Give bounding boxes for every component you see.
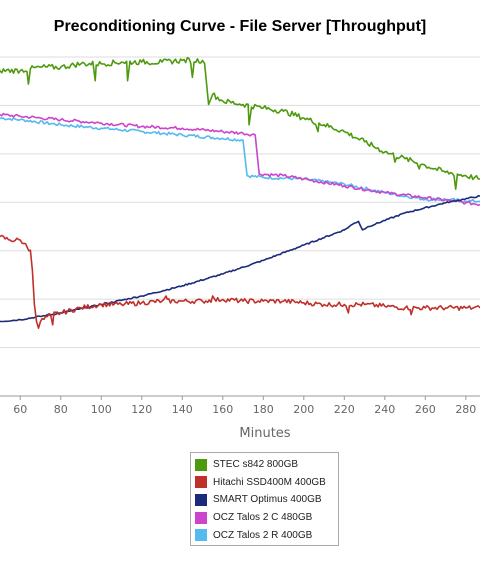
legend-swatch bbox=[195, 476, 207, 489]
x-tick-label: 200 bbox=[293, 403, 314, 416]
chart-title: Preconditioning Curve - File Server [Thr… bbox=[53, 18, 427, 35]
legend-item: STEC s842 800GB bbox=[195, 456, 334, 474]
legend-swatch bbox=[195, 493, 207, 506]
legend-label: Hitachi SSD400M 400GB bbox=[213, 476, 326, 488]
legend-label: STEC s842 800GB bbox=[213, 459, 299, 471]
x-tick-label: 80 bbox=[54, 403, 68, 416]
series-line-ocz-talos-2-r-400gb bbox=[0, 117, 480, 203]
legend: STEC s842 800GB Hitachi SSD400M 400GB SMAR… bbox=[190, 452, 339, 546]
x-tick-label: 160 bbox=[212, 403, 233, 416]
x-tick-label: 240 bbox=[374, 403, 395, 416]
legend-item: OCZ Talos 2 R 400GB bbox=[195, 526, 334, 544]
x-tick-label: 280 bbox=[455, 403, 476, 416]
x-tick-label: 140 bbox=[172, 403, 193, 416]
legend-label: SMART Optimus 400GB bbox=[213, 494, 322, 506]
legend-item: Hitachi SSD400M 400GB bbox=[195, 474, 334, 492]
series-line-ocz-talos-2-c-480gb bbox=[0, 112, 480, 207]
x-tick-label: 220 bbox=[334, 403, 355, 416]
series-line-hitachi-ssd400m-400gb bbox=[0, 234, 480, 329]
series-line-smart-optimus-400gb bbox=[0, 195, 480, 323]
legend-swatch bbox=[195, 458, 207, 471]
legend-swatch bbox=[195, 511, 207, 524]
x-tick-label: 120 bbox=[131, 403, 152, 416]
series-line-stec-s842-800gb bbox=[0, 57, 480, 190]
legend-item: OCZ Talos 2 C 480GB bbox=[195, 509, 334, 527]
legend-swatch bbox=[195, 529, 207, 542]
x-tick-label: 100 bbox=[91, 403, 112, 416]
x-axis-label: Minutes bbox=[239, 426, 290, 441]
x-tick-label: 60 bbox=[13, 403, 27, 416]
legend-label: OCZ Talos 2 C 480GB bbox=[213, 512, 313, 524]
legend-label: OCZ Talos 2 R 400GB bbox=[213, 529, 313, 541]
x-tick-label: 260 bbox=[415, 403, 436, 416]
legend-item: SMART Optimus 400GB bbox=[195, 491, 334, 509]
x-tick-label: 180 bbox=[253, 403, 274, 416]
